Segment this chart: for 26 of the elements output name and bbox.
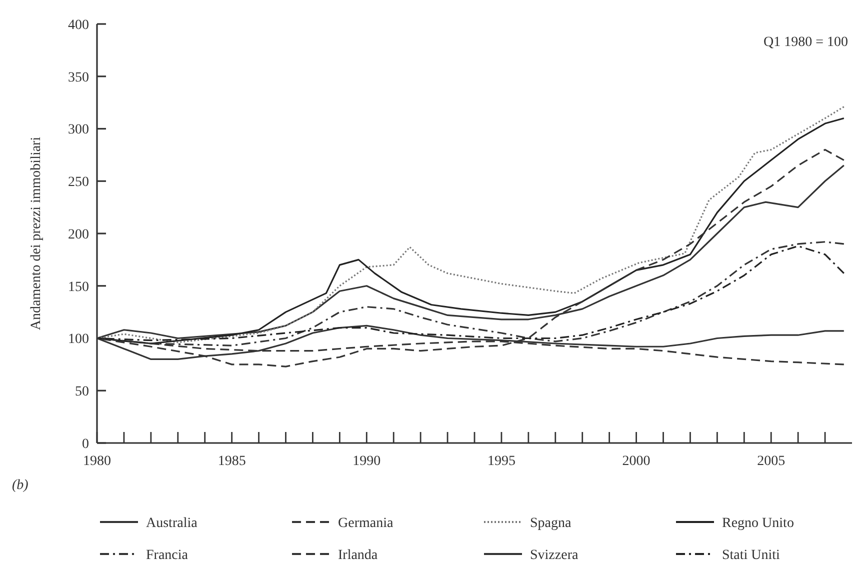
x-tick-label: 1990: [352, 454, 381, 469]
annotation: Q1 1980 = 100: [763, 35, 848, 50]
legend-label: Spagna: [530, 516, 572, 531]
x-tick-label: 2005: [757, 454, 786, 469]
legend-label: Stati Uniti: [722, 548, 780, 563]
text: (b): [12, 478, 29, 493]
legend-label: Francia: [146, 548, 189, 563]
y-tick-label: 200: [68, 227, 89, 242]
y-tick-label: 400: [68, 18, 89, 33]
y-axis-title: Andamento dei prezzi immobiliari: [29, 136, 44, 330]
legend-label: Regno Unito: [722, 516, 794, 531]
y-tick-label: 350: [68, 70, 89, 86]
y-tick-label: 50: [75, 384, 89, 400]
legend-label: Svizzera: [530, 548, 579, 563]
y-tick-label: 300: [68, 122, 89, 138]
y-tick-label: 0: [82, 436, 89, 452]
legend-label: Germania: [338, 516, 394, 531]
y-tick-label: 150: [68, 280, 89, 295]
x-tick-label: 1980: [83, 454, 111, 469]
legend-label: Australia: [146, 516, 198, 531]
legend-label: Irlanda: [338, 548, 378, 563]
x-tick-label: 1995: [487, 454, 516, 469]
y-tick-label: 250: [68, 175, 89, 190]
x-tick-label: 1985: [218, 454, 246, 469]
x-tick-label: 2000: [622, 454, 650, 469]
y-tick-label: 100: [68, 332, 89, 348]
